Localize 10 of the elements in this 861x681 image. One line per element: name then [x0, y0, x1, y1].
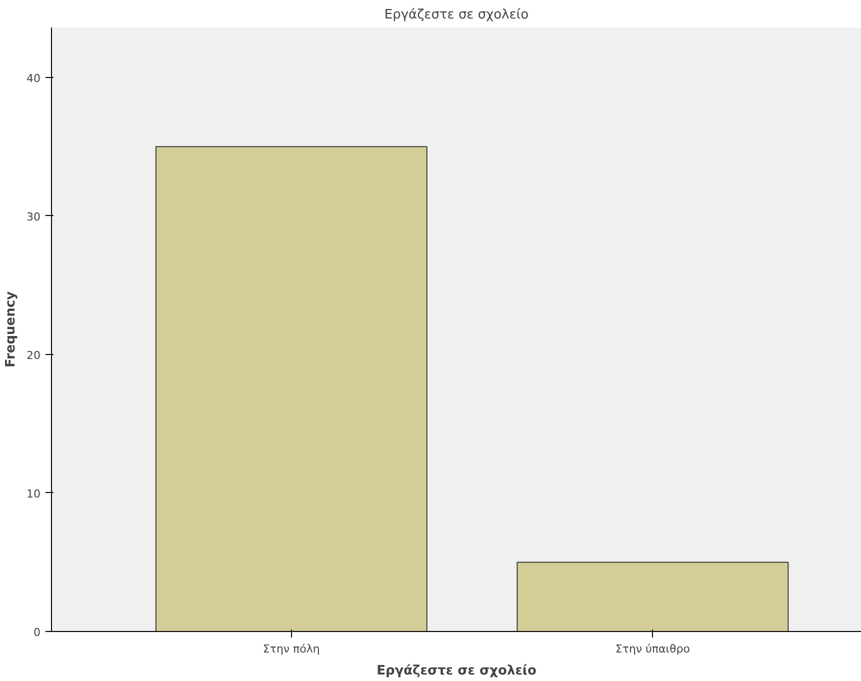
x-tick-label: Στην πόλη	[262, 642, 320, 656]
x-tick-label: Στην ύπαιθρο	[615, 642, 690, 656]
y-tick-label: 0	[34, 626, 40, 639]
y-tick-label: 20	[26, 348, 41, 362]
y-tick-label: 10	[26, 487, 41, 500]
y-tick-label: 30	[26, 210, 41, 224]
chart-title: Εργάζεστε σε σχολείο	[384, 8, 529, 22]
x-axis-title: Εργάζεστε σε σχολείο	[376, 664, 536, 678]
y-tick-label: 40	[26, 72, 41, 85]
y-axis-title: Frequency	[4, 290, 19, 368]
